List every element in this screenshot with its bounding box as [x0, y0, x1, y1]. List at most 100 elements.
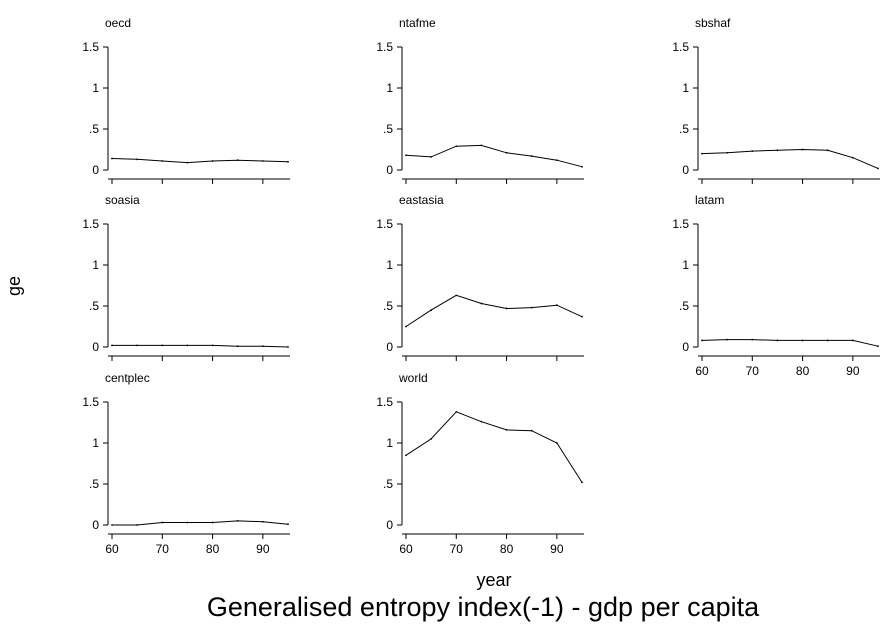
panels-group: oecd0.511.5ntafme0.511.5sbshaf0.511.5soa…: [82, 16, 880, 556]
panel-title-oecd: oecd: [105, 16, 131, 30]
data-point-centplec-3: [186, 521, 189, 524]
panel-centplec: centplec 0 .5 1 1.5 60 70 80 90: [82, 371, 290, 556]
y-tick-label-ntafme-3: 1.5: [376, 40, 393, 54]
panel-title-centplec: centplec: [105, 371, 150, 385]
y-tick-label-sbshaf-2: 1: [682, 81, 689, 95]
data-point-oecd-1: [136, 158, 139, 161]
data-point-world-6: [555, 442, 558, 444]
data-point-latam-7: [877, 345, 879, 348]
panel-soasia: soasia 0 .5 1 1.5: [82, 193, 290, 361]
y-tick-label-centplec-1: .5: [89, 477, 99, 491]
data-point-world-0: [405, 454, 407, 457]
data-point-soasia-7: [287, 346, 289, 348]
y-tick-label-soasia-3: 1.5: [82, 217, 99, 231]
data-point-sbshaf-3: [776, 149, 779, 152]
x-tick-label-centplec-2: 80: [206, 542, 220, 556]
data-point-oecd-7: [287, 160, 289, 163]
y-tick-label-ntafme-0: 0: [386, 163, 393, 177]
data-point-oecd-6: [261, 160, 264, 162]
data-point-soasia-6: [261, 345, 264, 348]
data-point-sbshaf-4: [801, 148, 804, 151]
data-point-eastasia-2: [455, 294, 458, 297]
x-tick-label-world-2: 80: [500, 542, 514, 556]
panel-title-eastasia: eastasia: [399, 193, 444, 207]
data-point-oecd-3: [186, 161, 189, 164]
data-point-world-2: [455, 410, 458, 413]
x-tick-label-centplec-3: 90: [256, 542, 270, 556]
data-point-centplec-5: [236, 520, 239, 522]
y-tick-label-sbshaf-3: 1.5: [672, 40, 689, 54]
x-tick-label-latam-1: 70: [746, 364, 760, 378]
data-point-latam-0: [701, 339, 703, 342]
y-tick-label-centplec-0: 0: [92, 518, 99, 532]
series-line-eastasia: [405, 294, 583, 327]
series-line-centplec: [112, 520, 289, 526]
y-tick-label-latam-2: 1: [682, 258, 689, 272]
y-tick-label-sbshaf-1: .5: [679, 122, 689, 136]
y-tick-label-world-3: 1.5: [376, 395, 393, 409]
x-tick-label-centplec-0: 60: [105, 542, 119, 556]
y-tick-label-oecd-3: 1.5: [82, 40, 99, 54]
data-point-sbshaf-0: [701, 152, 703, 155]
series-line-ntafme: [405, 144, 583, 168]
panel-title-world: world: [398, 371, 428, 385]
y-tick-label-centplec-3: 1.5: [82, 395, 99, 409]
y-tick-label-soasia-0: 0: [92, 340, 99, 354]
y-tick-label-oecd-1: .5: [89, 122, 99, 136]
chart-title: Generalised entropy index(-1) - gdp per …: [207, 592, 760, 622]
data-point-eastasia-3: [480, 302, 483, 305]
data-point-world-7: [581, 481, 583, 484]
x-tick-label-world-0: 60: [399, 542, 413, 556]
data-point-soasia-5: [236, 345, 239, 348]
data-point-eastasia-0: [405, 325, 407, 328]
series-line-sbshaf: [701, 148, 879, 169]
data-point-centplec-4: [211, 521, 214, 524]
x-tick-label-latam-2: 80: [796, 364, 810, 378]
panel-title-soasia: soasia: [105, 193, 140, 207]
data-point-latam-2: [751, 338, 754, 341]
y-axis-label: ge: [4, 276, 24, 296]
data-point-eastasia-6: [555, 304, 558, 307]
data-point-latam-1: [726, 338, 729, 341]
panel-title-ntafme: ntafme: [399, 16, 436, 30]
y-tick-label-oecd-2: 1: [92, 81, 99, 95]
x-axis-label: year: [476, 570, 511, 590]
data-point-latam-3: [776, 339, 779, 342]
data-point-soasia-0: [111, 344, 113, 347]
x-tick-label-world-3: 90: [550, 542, 564, 556]
data-point-sbshaf-2: [751, 150, 754, 153]
data-point-world-1: [430, 438, 433, 440]
y-tick-label-world-0: 0: [386, 518, 393, 532]
x-tick-label-centplec-1: 70: [156, 542, 170, 556]
data-point-centplec-2: [161, 521, 164, 524]
data-point-ntafme-6: [555, 159, 558, 162]
y-tick-label-eastasia-1: .5: [383, 299, 393, 313]
panel-world: world 0 .5 1 1.5 60 70 80 90: [376, 371, 584, 556]
panel-title-sbshaf: sbshaf: [695, 16, 731, 30]
panel-ntafme: ntafme 0 .5 1 1.5: [376, 16, 584, 184]
data-point-soasia-1: [136, 344, 139, 347]
panel-title-latam: latam: [695, 193, 724, 207]
data-point-oecd-0: [111, 157, 113, 160]
data-point-oecd-4: [211, 160, 214, 162]
data-point-world-5: [530, 429, 533, 432]
series-line-world: [405, 411, 583, 483]
data-point-ntafme-4: [505, 151, 508, 154]
data-point-ntafme-5: [530, 155, 533, 157]
panel-eastasia: eastasia 0 .5 1 1.5: [376, 193, 584, 361]
y-tick-label-ntafme-1: .5: [383, 122, 393, 136]
y-tick-label-eastasia-2: 1: [386, 258, 393, 272]
series-line-latam: [701, 339, 879, 347]
data-point-sbshaf-5: [826, 149, 829, 152]
y-tick-label-world-1: .5: [383, 477, 393, 491]
data-point-latam-6: [851, 339, 854, 342]
data-point-eastasia-7: [581, 315, 583, 318]
panel-sbshaf: sbshaf 0 .5 1 1.5: [672, 16, 880, 184]
y-tick-label-latam-0: 0: [682, 340, 689, 354]
data-point-sbshaf-1: [726, 151, 729, 154]
data-point-centplec-6: [261, 520, 264, 523]
y-tick-label-eastasia-3: 1.5: [376, 217, 393, 231]
x-tick-label-world-1: 70: [450, 542, 464, 556]
data-point-ntafme-1: [430, 155, 433, 158]
y-tick-label-ntafme-2: 1: [386, 81, 393, 95]
